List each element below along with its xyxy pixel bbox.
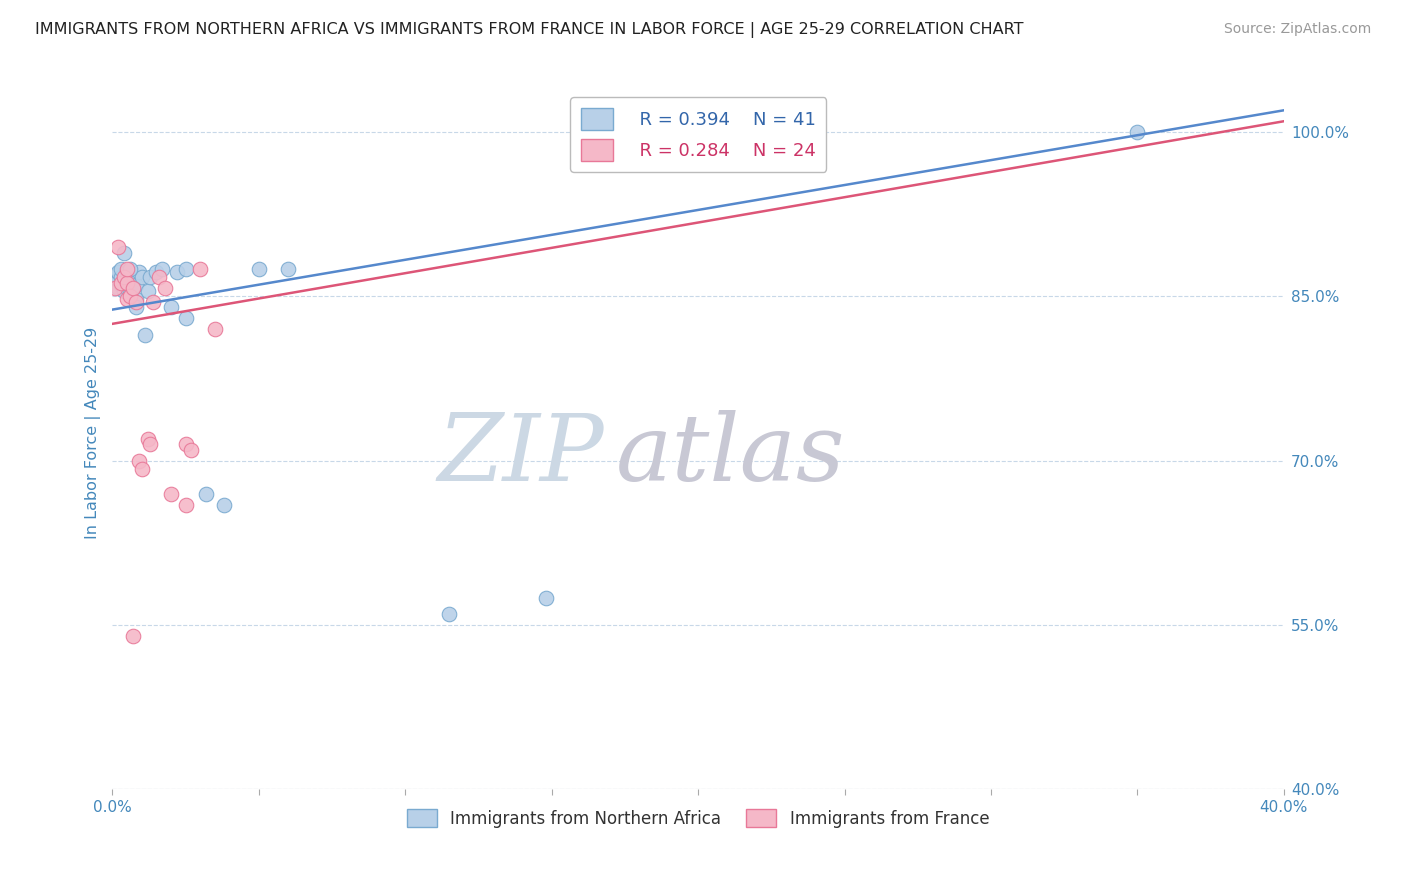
Point [166, 265, 188, 279]
Point [204, 322, 226, 336]
Point [110, 277, 132, 291]
Text: IMMIGRANTS FROM NORTHERN AFRICA VS IMMIGRANTS FROM FRANCE IN LABOR FORCE | AGE 2: IMMIGRANTS FROM NORTHERN AFRICA VS IMMIG… [35, 22, 1024, 38]
Point [174, 498, 197, 512]
Point [136, 284, 159, 298]
Point [139, 437, 162, 451]
Point [180, 442, 202, 457]
Point [107, 240, 129, 254]
Point [160, 486, 183, 500]
Point [118, 278, 141, 293]
Point [212, 498, 235, 512]
Point [534, 591, 557, 605]
Point [142, 294, 165, 309]
Point [112, 284, 135, 298]
Point [107, 281, 129, 295]
Point [107, 265, 129, 279]
Point [112, 277, 135, 291]
Point [112, 245, 135, 260]
Legend: Immigrants from Northern Africa, Immigrants from France: Immigrants from Northern Africa, Immigra… [401, 803, 995, 834]
Point [131, 462, 153, 476]
Point [160, 301, 183, 315]
Point [110, 278, 132, 293]
Point [195, 486, 218, 500]
Point [115, 265, 138, 279]
Point [104, 268, 127, 282]
Point [128, 453, 150, 467]
Point [1126, 125, 1149, 139]
Point [122, 273, 145, 287]
Point [174, 311, 197, 326]
Point [122, 281, 145, 295]
Point [107, 273, 129, 287]
Point [136, 432, 159, 446]
Point [277, 262, 299, 277]
Point [110, 262, 132, 277]
Text: Source: ZipAtlas.com: Source: ZipAtlas.com [1223, 22, 1371, 37]
Point [115, 281, 138, 295]
Point [139, 269, 162, 284]
Point [437, 607, 460, 621]
Point [118, 268, 141, 282]
Point [125, 292, 148, 306]
Point [174, 437, 197, 451]
Point [125, 278, 148, 293]
Point [118, 262, 141, 277]
Point [104, 277, 127, 291]
Point [145, 265, 167, 279]
Y-axis label: In Labor Force | Age 25-29: In Labor Force | Age 25-29 [86, 327, 101, 540]
Point [128, 265, 150, 279]
Point [134, 327, 156, 342]
Point [118, 287, 141, 301]
Point [118, 289, 141, 303]
Text: ZIP: ZIP [437, 409, 605, 500]
Point [125, 294, 148, 309]
Point [115, 277, 138, 291]
Point [125, 301, 148, 315]
Point [188, 262, 211, 277]
Point [115, 273, 138, 287]
Point [122, 281, 145, 295]
Text: atlas: atlas [616, 409, 845, 500]
Point [153, 281, 176, 295]
Point [148, 269, 170, 284]
Point [174, 262, 197, 277]
Point [112, 269, 135, 284]
Point [115, 292, 138, 306]
Point [131, 269, 153, 284]
Point [104, 281, 127, 295]
Point [150, 262, 173, 277]
Point [122, 629, 145, 643]
Point [247, 262, 270, 277]
Point [110, 269, 132, 284]
Point [115, 262, 138, 277]
